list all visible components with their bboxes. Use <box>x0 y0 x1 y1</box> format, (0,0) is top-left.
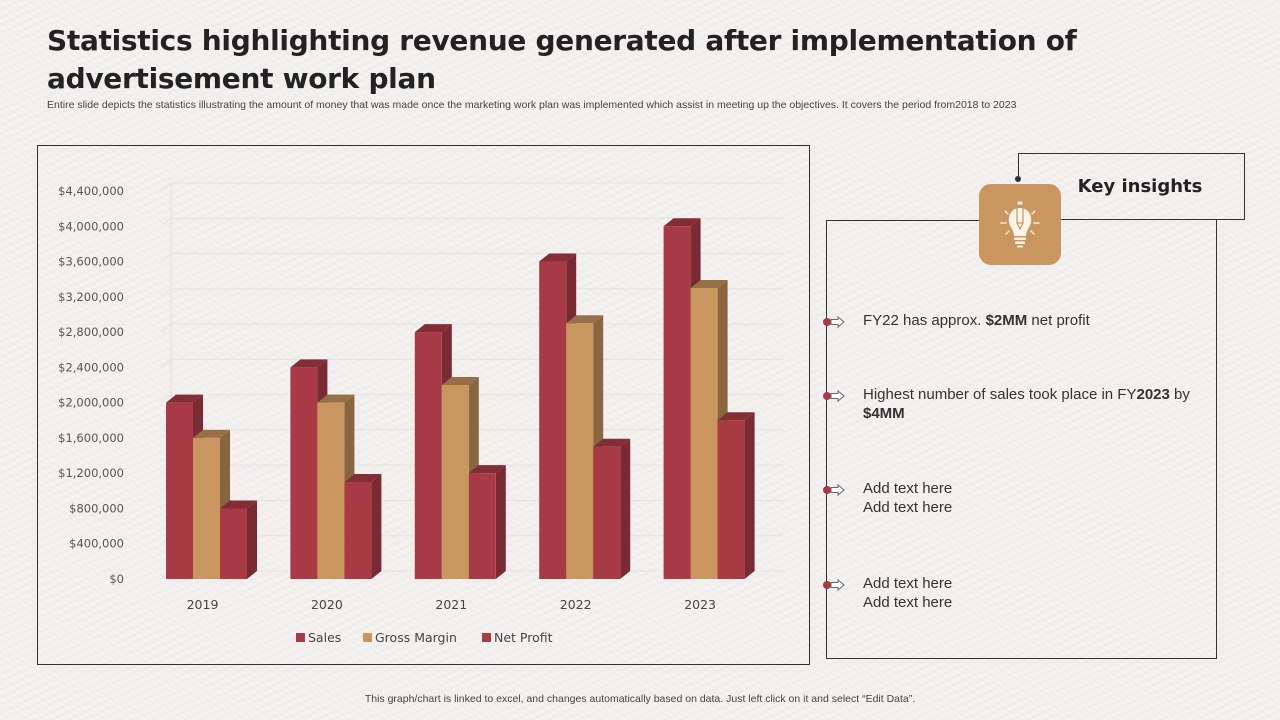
gridline-side <box>160 182 172 192</box>
lightbulb-pencil-icon <box>1000 199 1040 247</box>
bar-top <box>166 394 203 403</box>
bar-top <box>663 218 701 227</box>
legend: Sales Gross Margin Net Profit <box>296 630 553 645</box>
gridline-side <box>160 288 172 298</box>
revenue-bar-chart[interactable]: $0 $400,000 $800,000 $1,200,000 $1,600,000 $2… <box>38 146 811 666</box>
insights-heading: Key insights <box>1077 176 1203 197</box>
bar-front <box>414 332 442 579</box>
x-axis-category-labels: 2019 2020 2021 2022 2023 <box>187 597 716 612</box>
page-subtitle: Entire slide depicts the statistics illu… <box>47 99 1017 111</box>
bar-front <box>663 226 691 579</box>
bar-top <box>290 359 328 368</box>
y-tick-label: $2,000,000 <box>58 396 124 410</box>
x-tick-label: 2022 <box>560 597 592 612</box>
insights-icon-badge <box>979 184 1061 265</box>
y-tick-label: $0 <box>109 572 124 586</box>
bar-front <box>539 261 567 579</box>
bar-side <box>495 465 506 579</box>
x-tick-label: 2023 <box>684 597 716 612</box>
bar-front <box>468 473 496 579</box>
bar-top <box>690 280 728 288</box>
insight-text: Highest number of sales took place in FY… <box>863 386 1190 422</box>
bar-front <box>441 385 469 579</box>
insights-header-frame <box>1018 153 1245 220</box>
y-tick-label: $2,800,000 <box>58 325 124 339</box>
y-tick-label: $2,400,000 <box>58 360 124 374</box>
bar-top <box>717 412 755 421</box>
bar-front <box>220 508 247 579</box>
insight-text: Add text here Add text here <box>863 480 953 516</box>
bullet-arrow-icon <box>823 316 845 329</box>
x-tick-label: 2021 <box>435 597 467 612</box>
insights-panel-top-border <box>826 220 980 221</box>
bar-side <box>247 500 257 579</box>
bar-front <box>290 367 318 579</box>
bar-top <box>193 429 230 438</box>
bullet-arrow-icon <box>823 484 845 497</box>
chart-container[interactable]: $0 $400,000 $800,000 $1,200,000 $1,600,000 $2… <box>37 145 810 665</box>
gridline-side <box>160 253 172 262</box>
legend-swatch <box>363 633 372 642</box>
bar-top <box>468 465 506 474</box>
bar-front <box>166 402 193 579</box>
insight-text: Add text here Add text here <box>863 575 953 611</box>
bar-side <box>371 474 382 579</box>
legend-item: Gross Margin <box>363 630 457 645</box>
y-tick-label: $1,600,000 <box>58 431 124 445</box>
y-tick-label: $4,000,000 <box>58 219 124 233</box>
bar-top <box>414 324 452 333</box>
x-tick-label: 2020 <box>311 597 343 612</box>
y-tick-label: $3,200,000 <box>58 290 124 304</box>
bar-top <box>593 438 631 447</box>
bar-top <box>441 377 479 385</box>
legend-item: Sales <box>296 630 341 645</box>
y-tick-label: $800,000 <box>69 501 124 515</box>
bar-front <box>566 323 594 579</box>
bars <box>166 218 755 579</box>
legend-label: Net Profit <box>494 630 553 645</box>
bar-front <box>690 288 718 579</box>
bar-net-profit[interactable] <box>220 500 257 579</box>
bar-front <box>593 446 621 579</box>
gridline-side <box>160 323 172 333</box>
bar-front <box>193 437 220 579</box>
bar-front <box>344 482 372 579</box>
legend-label: Gross Margin <box>375 630 457 645</box>
legend-label: Sales <box>308 630 341 645</box>
bar-net-profit[interactable] <box>717 412 755 579</box>
y-tick-label: $1,200,000 <box>58 466 124 480</box>
x-tick-label: 2019 <box>187 597 219 612</box>
bar-top <box>539 253 577 262</box>
legend-item: Net Profit <box>482 630 553 645</box>
y-tick-label: $400,000 <box>69 537 124 551</box>
bar-front <box>717 420 745 579</box>
gridline-side <box>160 358 172 368</box>
y-tick-label: $3,600,000 <box>58 255 124 269</box>
connector-dot <box>1015 176 1021 182</box>
page-title: Statistics highlighting revenue generate… <box>47 24 1077 95</box>
bullet-arrow-icon <box>823 579 845 592</box>
bullet-arrow-icon <box>823 390 845 403</box>
bar-net-profit[interactable] <box>344 474 382 579</box>
bar-front <box>317 402 345 579</box>
insight-text: FY22 has approx. $2MM net profit <box>863 312 1090 329</box>
connector-line <box>1018 153 1019 179</box>
bar-top <box>317 394 355 403</box>
gridline-side <box>160 217 172 227</box>
bar-net-profit[interactable] <box>593 438 631 579</box>
footer-note: This graph/chart is linked to excel, and… <box>364 693 916 705</box>
bar-side <box>744 412 755 579</box>
gridline-side <box>160 394 172 404</box>
y-tick-label: $4,400,000 <box>58 184 124 198</box>
bar-top <box>566 315 604 324</box>
y-axis-tick-labels: $0 $400,000 $800,000 $1,200,000 $1,600,000 $2… <box>58 184 124 586</box>
insights-panel <box>826 220 1217 659</box>
bar-side <box>620 438 631 579</box>
bar-top <box>220 500 257 509</box>
bar-top <box>344 474 382 482</box>
legend-swatch <box>482 633 491 642</box>
legend-swatch <box>296 633 305 642</box>
bar-net-profit[interactable] <box>468 465 506 579</box>
